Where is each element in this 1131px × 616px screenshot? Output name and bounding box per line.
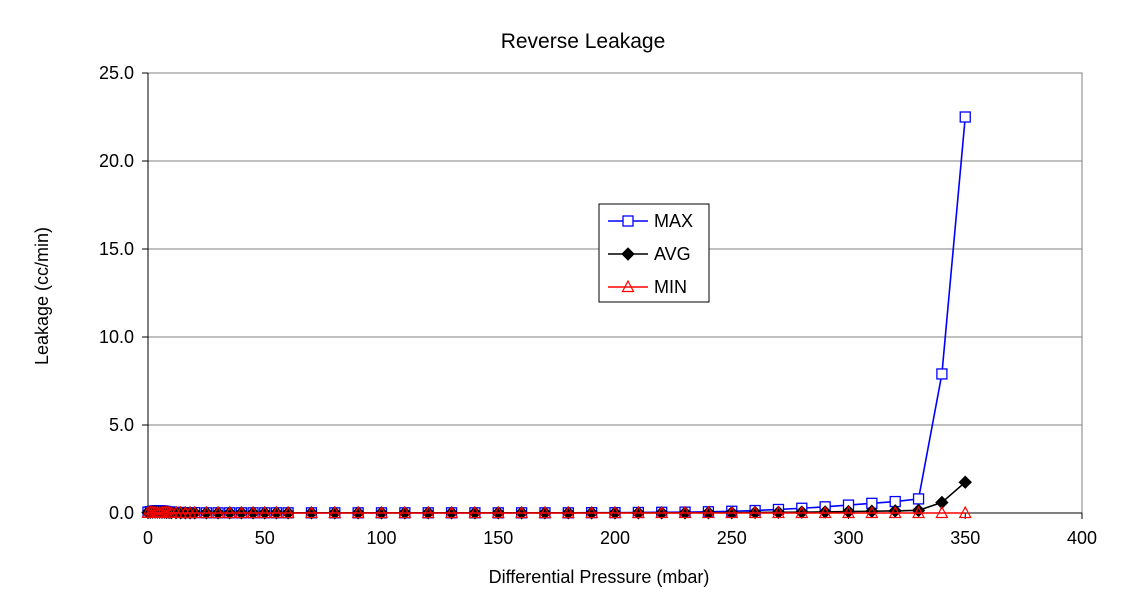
data-point-min [351,505,365,519]
data-point-avg [795,505,809,519]
data-point-min [795,505,809,519]
y-tick-label: 15.0 [99,239,134,259]
y-tick-label: 0.0 [109,503,134,523]
data-point-min [281,505,295,519]
data-point-min [188,505,202,519]
legend-label-max: MAX [654,211,693,231]
y-tick-label: 10.0 [99,327,134,347]
y-tick-label: 25.0 [99,63,134,83]
data-point-min [234,505,248,519]
data-point-min [258,505,272,519]
data-point-min [842,505,855,519]
legend-marker-min [621,279,635,293]
data-point-min [468,505,482,519]
x-tick-label: 400 [1067,528,1097,548]
data-point-min [538,505,552,519]
data-point-min [211,505,225,519]
legend-item-max: MAX [608,211,693,231]
data-point-min [888,505,902,519]
data-point-min [585,505,599,519]
data-point-min [912,505,926,519]
data-point-min [199,505,213,519]
data-point-min [725,505,739,519]
data-point-min [935,505,949,519]
series-layer [141,111,972,520]
data-point-min [748,505,762,519]
x-tick-label: 300 [833,528,863,548]
legend-marker-avg [621,247,635,261]
y-axis-label: Leakage (cc/min) [32,227,52,365]
y-tick-label: 20.0 [99,151,134,171]
x-tick-label: 100 [366,528,396,548]
data-point-min [491,505,505,519]
data-point-min [771,505,785,519]
data-point-max [959,111,971,123]
data-point-min [375,505,388,519]
data-point-min [515,505,529,519]
data-point-min [421,505,435,519]
data-point-avg [958,475,972,489]
x-tick-label: 200 [600,528,630,548]
series-min [141,505,972,519]
chart-title: Reverse Leakage [501,30,666,53]
data-point-min [958,505,972,519]
x-tick-label: 350 [950,528,980,548]
legend-item-min: MIN [608,277,687,297]
data-point-min [223,505,237,519]
data-point-min [269,505,283,519]
data-point-min [701,505,715,519]
legend: MAX AVG MIN [598,203,710,303]
x-tick-label: 0 [143,528,153,548]
legend-label-avg: AVG [654,244,691,264]
data-point-min [328,505,342,519]
data-point-max [936,368,948,380]
data-point-min [445,505,459,519]
data-point-min [865,505,879,519]
data-point-min [655,505,669,519]
data-point-min [304,505,318,519]
y-axis-ticks: 0.0 5.0 10.0 15.0 20.0 25.0 [99,63,148,523]
data-point-min [246,505,260,519]
legend-label-min: MIN [654,277,687,297]
gridlines [148,72,1082,426]
x-tick-label: 150 [483,528,513,548]
y-tick-label: 5.0 [109,415,134,435]
data-point-min [818,505,832,519]
data-point-min [608,505,622,519]
x-tick-label: 250 [717,528,747,548]
x-tick-label: 50 [255,528,275,548]
data-point-min [398,505,412,519]
data-point-max [912,493,925,505]
x-axis-label: Differential Pressure (mbar) [489,567,710,587]
data-point-min [561,505,575,519]
legend-item-avg: AVG [608,244,691,264]
data-point-min [631,505,645,519]
data-point-avg [935,495,949,510]
legend-marker-max [622,215,634,227]
data-point-min [678,505,692,519]
